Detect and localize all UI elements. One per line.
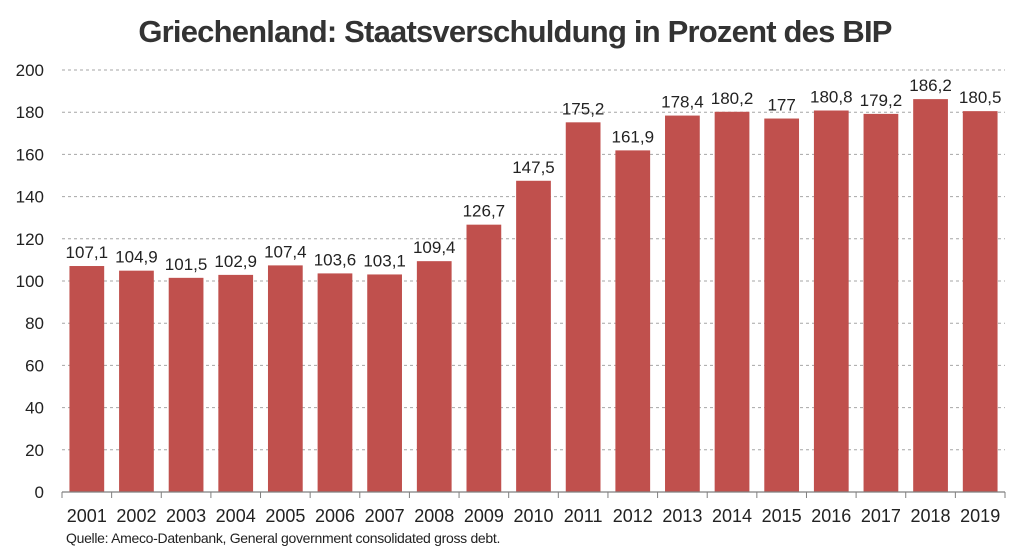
- bar: [367, 274, 402, 492]
- y-tick-label: 40: [25, 399, 44, 418]
- y-tick-label: 20: [25, 441, 44, 460]
- bar: [863, 113, 899, 492]
- data-label: 177: [767, 96, 795, 115]
- x-tick-label: 2005: [265, 506, 305, 526]
- bar: [416, 261, 452, 492]
- data-label: 179,2: [860, 91, 903, 110]
- x-tick-label: 2010: [513, 506, 553, 526]
- data-label: 109,4: [413, 238, 456, 257]
- x-tick-label: 2015: [762, 506, 802, 526]
- bar: [913, 99, 948, 493]
- bar: [466, 224, 502, 492]
- y-tick-label: 160: [16, 145, 44, 164]
- bar: [69, 266, 105, 492]
- x-tick-label: 2013: [662, 506, 702, 526]
- chart-title: Griechenland: Staatsverschuldung in Proz…: [138, 14, 892, 49]
- bar: [218, 274, 254, 492]
- x-tick-label: 2008: [414, 506, 454, 526]
- data-label: 180,5: [959, 88, 1002, 107]
- bar: [565, 122, 601, 492]
- bar: [317, 273, 353, 492]
- data-label: 178,4: [661, 93, 704, 112]
- data-label: 180,2: [711, 89, 754, 108]
- data-label: 103,1: [363, 251, 406, 270]
- bar: [119, 270, 154, 492]
- x-tick-label: 2002: [116, 506, 156, 526]
- x-tick-label: 2001: [67, 506, 107, 526]
- data-label: 103,6: [314, 250, 357, 269]
- bar: [267, 265, 303, 492]
- bar: [764, 118, 800, 492]
- data-label: 161,9: [611, 127, 654, 146]
- data-label: 147,5: [512, 158, 555, 177]
- x-tick-label: 2004: [216, 506, 256, 526]
- y-tick-label: 100: [16, 272, 44, 291]
- source-note: Quelle: Ameco-Datenbank, General governm…: [66, 530, 501, 546]
- y-tick-label: 140: [16, 188, 44, 207]
- data-label: 126,7: [463, 202, 506, 221]
- x-tick-label: 2019: [960, 506, 1000, 526]
- y-tick-label: 120: [16, 230, 44, 249]
- x-tick-label: 2009: [464, 506, 504, 526]
- bar: [615, 150, 651, 493]
- y-tick-label: 180: [16, 103, 44, 122]
- bar: [813, 110, 849, 493]
- bar: [665, 115, 700, 493]
- data-label: 180,8: [810, 88, 853, 107]
- x-tick-label: 2003: [166, 506, 206, 526]
- data-label: 104,9: [115, 248, 158, 267]
- y-tick-label: 0: [35, 483, 44, 502]
- y-tick-label: 60: [25, 356, 44, 375]
- bar: [168, 277, 204, 492]
- x-tick-label: 2011: [564, 506, 603, 526]
- x-tick-label: 2017: [861, 506, 901, 526]
- bar: [714, 111, 750, 492]
- x-tick-label: 2016: [811, 506, 851, 526]
- y-tick-label: 200: [16, 61, 44, 80]
- x-tick-label: 2007: [365, 506, 405, 526]
- data-label: 101,5: [165, 255, 208, 274]
- x-tick-label: 2014: [712, 506, 752, 526]
- data-label: 186,2: [909, 76, 952, 95]
- data-label: 175,2: [562, 99, 605, 118]
- data-label: 107,1: [66, 243, 109, 262]
- data-label: 107,4: [264, 242, 307, 261]
- x-tick-label: 2006: [315, 506, 355, 526]
- x-tick-label: 2018: [911, 506, 951, 526]
- bar: [962, 111, 998, 493]
- bar: [516, 180, 551, 492]
- y-tick-label: 80: [25, 314, 44, 333]
- data-label: 102,9: [214, 252, 257, 271]
- x-tick-label: 2012: [613, 506, 653, 526]
